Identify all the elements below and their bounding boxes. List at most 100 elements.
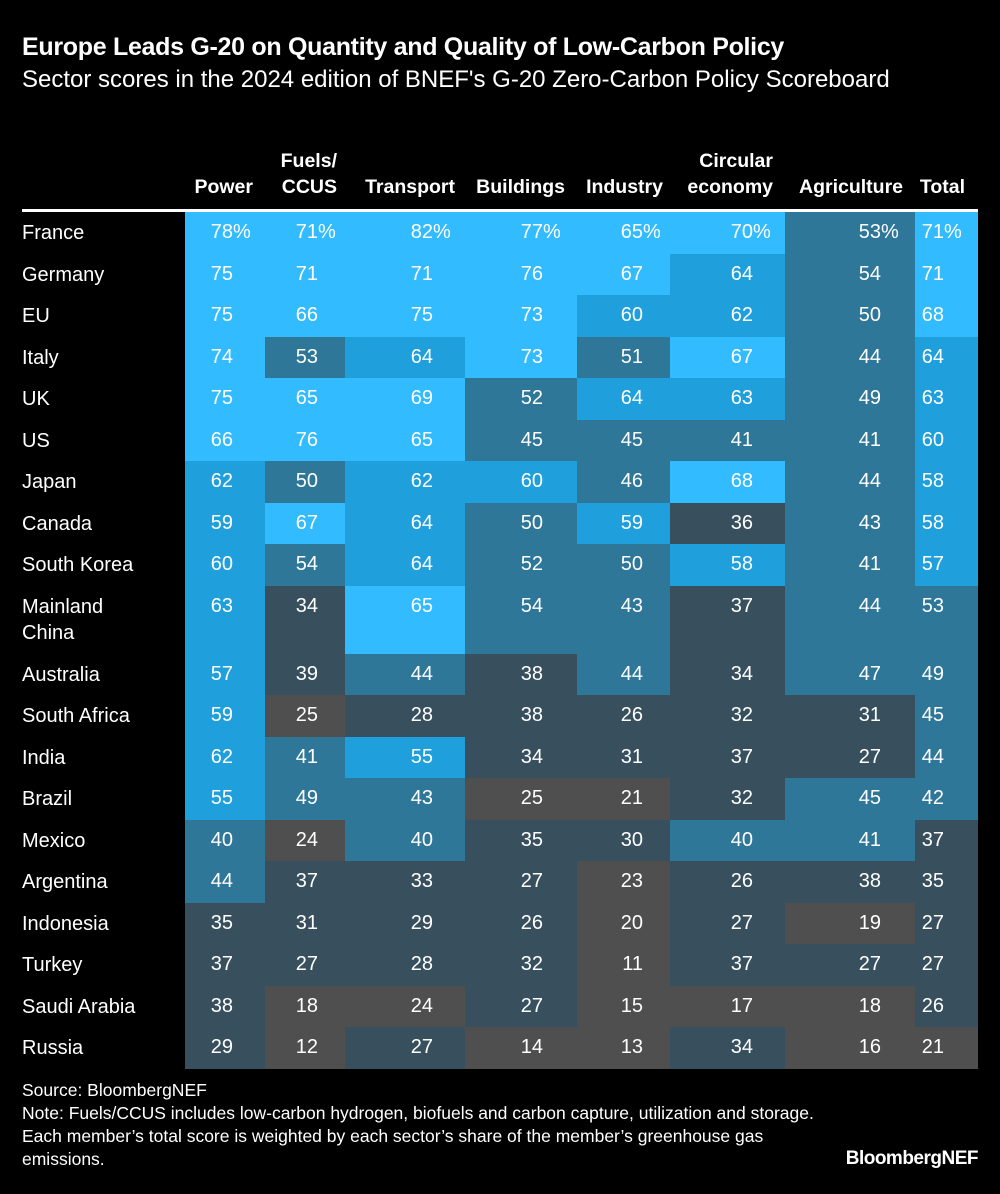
heatmap-cell <box>265 502 345 545</box>
heatmap-cell <box>785 861 915 903</box>
heatmap-cell <box>577 902 670 945</box>
heatmap-cell <box>265 585 345 654</box>
heatmap-cell <box>577 544 670 586</box>
heatmap-cell <box>265 336 345 379</box>
heatmap-cell <box>465 653 577 696</box>
cell-value: 34 <box>730 662 753 685</box>
heatmap-cell <box>915 819 978 862</box>
cell-value: 50 <box>620 553 643 575</box>
cell-value: 27 <box>858 953 881 975</box>
cell-value: 25 <box>520 787 543 809</box>
cell-value: 18 <box>858 994 881 1017</box>
percent-sign: % <box>944 221 962 243</box>
row-label: Australia <box>22 663 100 686</box>
cell-value: 40 <box>210 828 233 851</box>
cell-value: 21 <box>921 1036 944 1058</box>
cell-value: 41 <box>295 745 318 768</box>
cell-value: 77 <box>520 221 543 243</box>
heatmap-cell <box>465 861 577 903</box>
heatmap-cell <box>185 253 265 296</box>
heatmap-cell <box>185 985 265 1028</box>
row-label: South Africa <box>22 705 130 727</box>
cell-value: 55 <box>410 745 433 768</box>
cell-value: 71 <box>295 221 318 243</box>
cell-value: 44 <box>858 594 881 617</box>
heatmap-cell <box>465 544 577 586</box>
heatmap-cell <box>577 819 670 862</box>
column-header: Transport <box>365 176 455 198</box>
heatmap-cell <box>670 419 785 462</box>
heatmap-cell <box>345 861 465 903</box>
percent-sign: % <box>543 221 561 243</box>
cell-value: 55 <box>210 787 233 809</box>
cell-value: 62 <box>730 304 753 326</box>
heatmap-cell <box>185 902 265 945</box>
heatmap-cell <box>577 1027 670 1069</box>
heatmap-cell <box>345 378 465 420</box>
cell-value: 27 <box>921 911 944 934</box>
heatmap-cell <box>185 378 265 420</box>
cell-value: 75 <box>210 262 233 285</box>
heatmap-cell <box>265 902 345 945</box>
heatmap-cell <box>915 902 978 945</box>
cell-value: 41 <box>858 828 881 851</box>
heatmap-cell <box>785 944 915 986</box>
cell-value: 49 <box>295 787 318 809</box>
cell-value: 58 <box>921 470 944 492</box>
cell-value: 65 <box>410 428 433 451</box>
cell-value: 49 <box>858 387 881 409</box>
column-header: Circular <box>699 150 773 172</box>
heatmap-cell <box>577 212 670 254</box>
cell-value: 35 <box>210 911 233 934</box>
column-header: economy <box>687 176 773 198</box>
column-header: CCUS <box>281 176 337 198</box>
cell-value: 82 <box>410 221 433 243</box>
heatmap-cell <box>785 653 915 696</box>
cell-value: 15 <box>620 994 643 1017</box>
heatmap-cell <box>915 653 978 696</box>
cell-value: 58 <box>730 553 753 575</box>
cell-value: 59 <box>210 511 233 534</box>
heatmap-cell <box>185 295 265 337</box>
cell-value: 37 <box>295 870 318 892</box>
chart-title: Europe Leads G-20 on Quantity and Qualit… <box>22 33 785 61</box>
cell-value: 29 <box>210 1036 233 1058</box>
chart-subtitle: Sector scores in the 2024 edition of BNE… <box>22 66 890 93</box>
cell-value: 14 <box>520 1036 543 1058</box>
cell-value: 19 <box>858 911 881 934</box>
cell-value: 44 <box>620 662 643 685</box>
cell-value: 16 <box>858 1036 881 1058</box>
heatmap-cell <box>915 295 978 337</box>
cell-value: 52 <box>520 387 543 409</box>
cell-value: 64 <box>410 345 433 368</box>
percent-sign: % <box>881 221 899 243</box>
heatmap-cell <box>915 461 978 503</box>
heatmap-cell <box>345 653 465 696</box>
cell-value: 20 <box>620 911 643 934</box>
heatmap-cell <box>785 419 915 462</box>
heatmap-cell <box>265 778 345 820</box>
cell-value: 45 <box>858 787 881 809</box>
footnote: Note: Fuels/CCUS includes low-carbon hyd… <box>22 1103 814 1169</box>
heatmap-cell <box>670 1027 785 1069</box>
column-header: Total <box>919 176 965 198</box>
heatmap-cell <box>670 212 785 254</box>
cell-value: 33 <box>410 870 433 892</box>
heatmap-cell <box>345 985 465 1028</box>
cell-value: 11 <box>622 953 643 975</box>
heatmap-cell <box>185 461 265 503</box>
heatmap-cell <box>670 585 785 654</box>
heatmap-cell <box>465 902 577 945</box>
heatmap-cell <box>345 819 465 862</box>
heatmap-cell <box>265 295 345 337</box>
cell-value: 26 <box>520 911 543 934</box>
heatmap-cell <box>345 944 465 986</box>
cell-value: 60 <box>210 553 233 575</box>
heatmap-cell <box>577 502 670 545</box>
cell-value: 66 <box>210 428 233 451</box>
heatmap-cell <box>670 861 785 903</box>
heatmap-cell <box>185 695 265 737</box>
cell-value: 71 <box>295 262 318 285</box>
heatmap-cell <box>265 736 345 779</box>
cell-value: 12 <box>295 1036 318 1058</box>
